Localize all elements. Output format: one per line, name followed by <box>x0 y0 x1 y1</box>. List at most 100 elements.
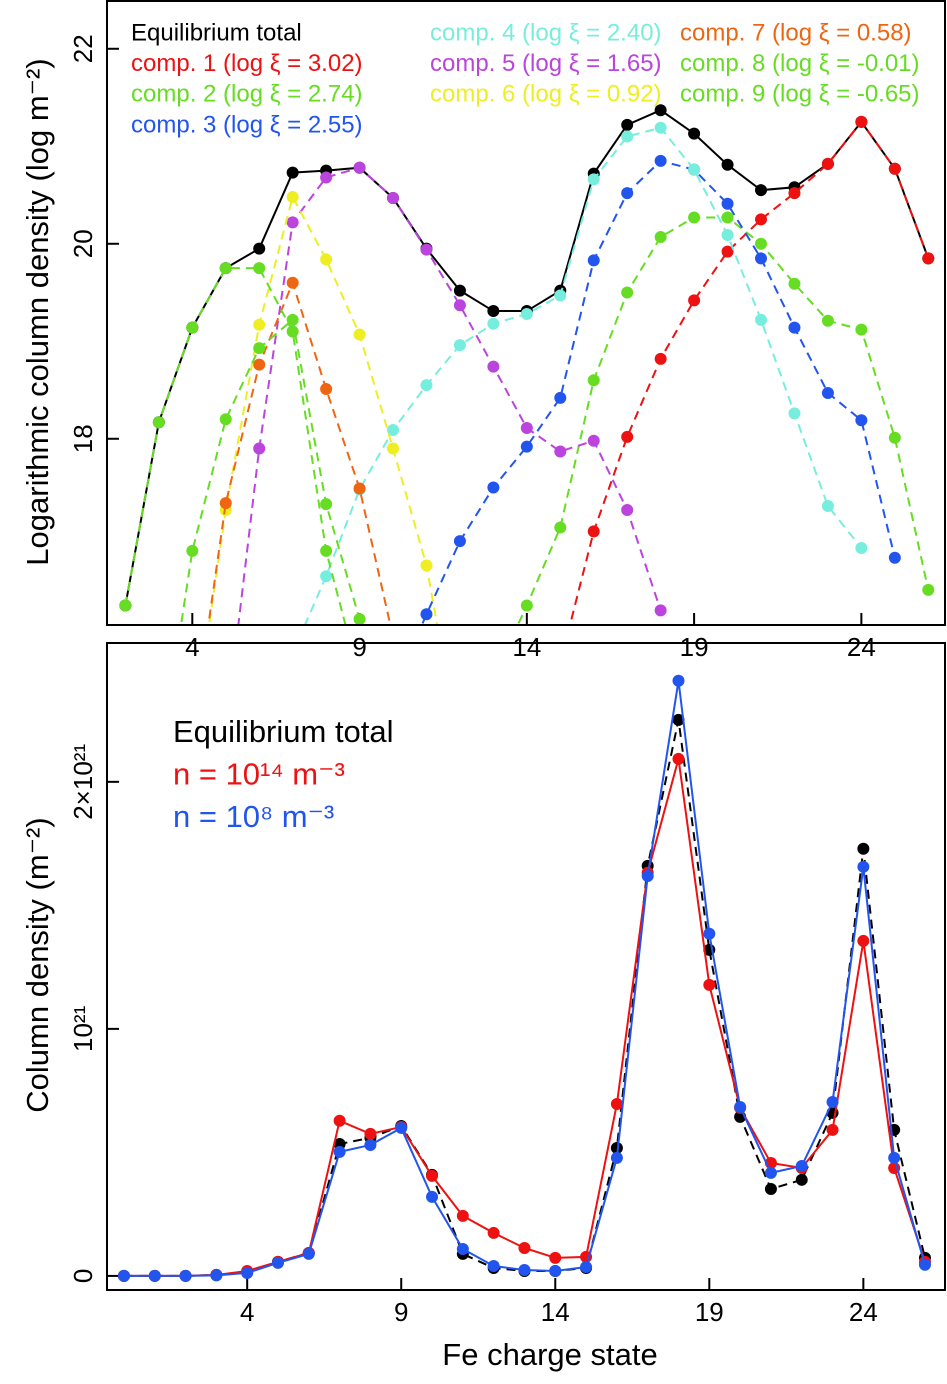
data-point <box>922 252 935 265</box>
legend-label: comp. 5 (log ξ = 1.65) <box>430 50 662 77</box>
data-point <box>320 570 333 583</box>
data-point <box>672 674 685 687</box>
data-point <box>621 130 634 143</box>
data-point <box>721 197 734 210</box>
data-point <box>855 541 868 554</box>
legend-label: comp. 6 (log ξ = 0.92) <box>430 81 662 108</box>
data-point <box>821 157 834 170</box>
data-point <box>654 352 667 365</box>
y-tick-label: 2×10²¹ <box>68 744 98 820</box>
data-point <box>857 842 870 855</box>
data-point <box>554 289 567 302</box>
data-point <box>654 154 667 167</box>
x-tick-label: 19 <box>695 1297 724 1327</box>
data-point <box>271 1256 284 1269</box>
series-line <box>179 317 363 625</box>
data-point <box>755 184 768 197</box>
x-axis-title: Fe charge state <box>442 1337 657 1372</box>
data-point <box>253 358 266 371</box>
data-point <box>788 187 801 200</box>
data-point <box>755 313 768 326</box>
legend-label: comp. 9 (log ξ = -0.65) <box>680 81 920 108</box>
y-axis-title: Column density (m⁻²) <box>20 817 55 1112</box>
data-point <box>286 313 299 326</box>
data-point <box>755 213 768 226</box>
data-point <box>320 171 333 184</box>
data-point <box>353 482 366 495</box>
legend-label: comp. 3 (log ξ = 2.55) <box>131 111 363 138</box>
data-point <box>703 978 716 991</box>
data-point <box>353 328 366 341</box>
data-point <box>333 1114 346 1127</box>
series-line <box>568 120 930 625</box>
data-point <box>387 442 400 455</box>
x-tick-label: 4 <box>185 632 199 662</box>
data-point <box>152 416 165 429</box>
data-point <box>518 1242 531 1255</box>
data-point <box>610 1141 623 1154</box>
data-point <box>241 1266 254 1279</box>
data-point <box>764 1166 777 1179</box>
data-point <box>117 1269 130 1282</box>
data-point <box>788 321 801 334</box>
data-point <box>554 657 566 669</box>
data-point <box>487 305 500 318</box>
data-point <box>654 121 667 134</box>
data-point <box>688 163 701 176</box>
series-line <box>303 126 863 625</box>
data-point <box>518 1263 531 1276</box>
data-point <box>587 374 600 387</box>
data-point <box>320 383 333 396</box>
data-point <box>387 631 399 643</box>
data-point <box>286 166 299 179</box>
data-point <box>821 500 834 513</box>
data-point <box>755 237 768 250</box>
data-point <box>320 544 333 557</box>
y-tick-label: 0 <box>68 1269 98 1283</box>
data-point <box>688 127 701 140</box>
data-point <box>456 1209 469 1222</box>
data-point <box>253 262 266 275</box>
legend-label: comp. 1 (log ξ = 3.02) <box>131 50 363 77</box>
data-point <box>520 599 533 612</box>
data-point <box>855 323 868 336</box>
data-point <box>487 1260 500 1273</box>
data-point <box>721 229 734 241</box>
x-tick-label: 14 <box>512 632 541 662</box>
legend-label: comp. 7 (log ξ = 0.58) <box>680 19 912 46</box>
data-point <box>153 764 165 776</box>
data-point <box>755 252 768 265</box>
data-point <box>286 276 299 289</box>
data-point <box>354 673 366 685</box>
plot-area <box>119 104 935 776</box>
data-point <box>587 434 600 447</box>
data-point <box>621 286 634 299</box>
data-point <box>788 407 801 420</box>
data-point <box>795 1159 808 1172</box>
data-point <box>487 317 500 330</box>
data-point <box>426 1190 439 1203</box>
data-point <box>219 497 232 510</box>
data-point <box>487 481 500 494</box>
data-point <box>641 869 654 882</box>
data-point <box>420 608 433 621</box>
data-point <box>580 1261 593 1274</box>
data-point <box>253 242 266 255</box>
data-point <box>587 254 600 267</box>
data-point <box>387 191 400 204</box>
data-point <box>287 647 299 659</box>
x-tick-label: 9 <box>394 1297 408 1327</box>
y-tick-label: 22 <box>68 34 98 63</box>
data-point <box>420 559 433 572</box>
data-point <box>688 294 701 307</box>
data-point <box>520 307 533 320</box>
plot-area <box>117 674 931 1282</box>
data-point <box>888 1151 901 1164</box>
data-point <box>654 104 667 117</box>
data-point <box>520 422 533 435</box>
data-point <box>420 243 433 256</box>
data-point <box>219 262 232 275</box>
data-point <box>186 321 199 334</box>
data-point <box>210 1269 223 1282</box>
